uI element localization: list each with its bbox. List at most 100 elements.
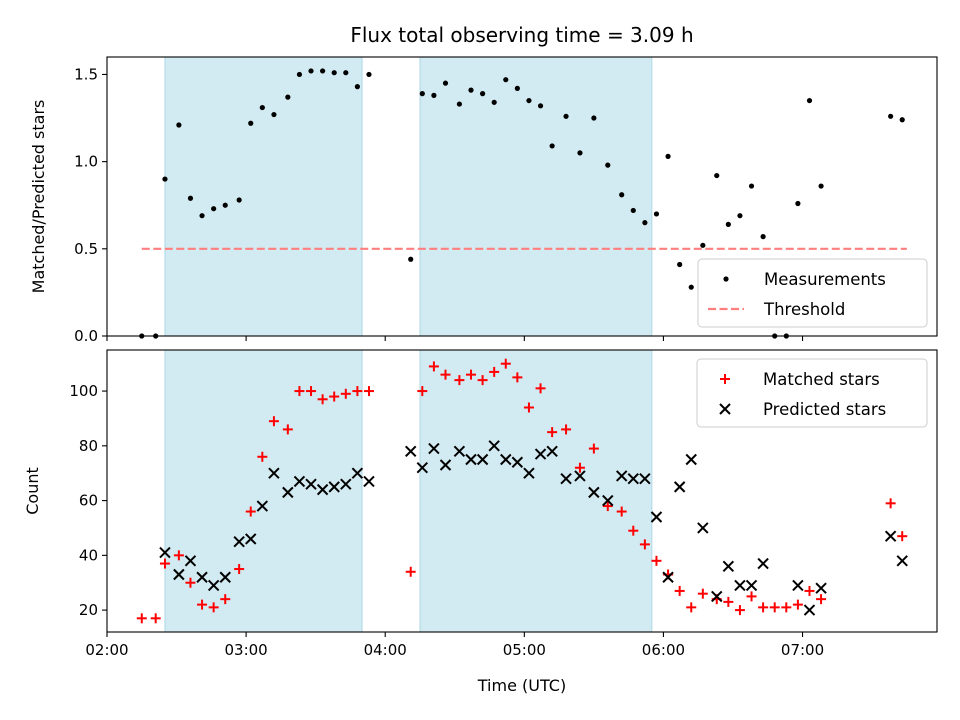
legend-box [697, 258, 928, 328]
data-point [317, 394, 328, 405]
data-point [491, 99, 497, 105]
legend-box [696, 358, 928, 428]
data-point-stroke [534, 448, 547, 460]
data-point [804, 585, 815, 596]
data-point-stroke [305, 478, 317, 490]
data-point [511, 456, 524, 468]
data-point [686, 602, 697, 613]
data-point [748, 183, 755, 189]
data-point [588, 486, 600, 499]
legend-label: Predicted stars [763, 400, 886, 419]
y-tick-label: 100 [69, 382, 98, 400]
data-point [159, 546, 171, 559]
data-point [700, 242, 706, 248]
data-point-stroke [697, 522, 709, 534]
data-point [352, 386, 363, 397]
data-point [293, 475, 306, 488]
legend-entry: Predicted stars [719, 400, 886, 419]
data-point [150, 613, 161, 624]
data-point-stroke [896, 555, 908, 567]
data-point [271, 111, 277, 118]
data-point [723, 596, 734, 607]
data-point [256, 500, 269, 512]
data-point [885, 498, 896, 509]
data-point [417, 386, 428, 397]
data-point [222, 202, 228, 208]
data-point-stroke [219, 571, 231, 583]
shaded-interval-1 [419, 349, 653, 633]
data-point [343, 70, 349, 76]
data-point-stroke [363, 475, 375, 488]
data-point [419, 91, 425, 97]
data-point [574, 470, 586, 482]
x-tick-label: 04:00 [364, 641, 407, 659]
data-point [136, 613, 147, 624]
data-point-stroke [476, 453, 489, 466]
data-point [468, 87, 474, 93]
data-point [476, 453, 489, 466]
data-point-stroke [602, 494, 614, 507]
data-point [479, 91, 486, 97]
x-tick-label: 03:00 [224, 641, 267, 659]
data-point [405, 445, 417, 458]
data-point [602, 494, 614, 507]
data-point [268, 467, 280, 479]
data-point [549, 143, 555, 149]
y-tick-label: 20 [79, 601, 98, 619]
data-point [328, 481, 340, 493]
data-point [674, 585, 685, 596]
data-point [561, 424, 572, 435]
data-point [899, 117, 905, 123]
data-point-stroke [615, 470, 628, 482]
data-point [176, 122, 182, 128]
data-point-stroke [488, 440, 500, 452]
data-point-stroke [511, 456, 524, 468]
data-point [714, 172, 720, 179]
data-point [523, 467, 535, 479]
data-point [305, 478, 317, 490]
data-point [650, 511, 663, 523]
data-point [465, 453, 477, 466]
legend: Matched stars Predicted stars [696, 358, 928, 428]
data-point [465, 369, 476, 380]
data-point [781, 602, 792, 613]
data-point [294, 386, 305, 397]
legend-label: Measurements [764, 270, 886, 289]
data-point [746, 591, 757, 602]
data-point [760, 234, 766, 240]
plot-frame [106, 56, 938, 337]
data-point [816, 594, 827, 605]
data-point-stroke [673, 481, 686, 493]
data-point [184, 555, 197, 567]
panel-matched-predicted-ratio: 0.0 0.5 1.0 1.5 Matched/Predicted stars Measu… [29, 56, 938, 345]
data-point [320, 68, 326, 74]
data-point [500, 358, 511, 369]
data-point [282, 486, 294, 499]
data-point [340, 478, 352, 490]
data-point [159, 558, 170, 569]
legend-entry: Threshold [708, 300, 845, 319]
data-point [535, 383, 546, 394]
data-point [639, 539, 650, 550]
data-point [306, 386, 317, 397]
data-point [408, 256, 414, 262]
data-point-stroke [207, 579, 220, 592]
data-point-stroke [293, 475, 306, 488]
data-point [236, 197, 242, 203]
data-point [162, 176, 168, 182]
data-point-stroke [560, 472, 572, 485]
data-point [453, 445, 466, 458]
data-point [591, 115, 597, 121]
data-point-stroke [173, 568, 185, 581]
data-point [884, 530, 897, 542]
y-tick-label: 1.5 [74, 65, 98, 83]
data-point [757, 557, 769, 570]
legend-label: Threshold [763, 300, 845, 319]
data-point [588, 443, 599, 454]
data-point-stroke [428, 442, 440, 455]
data-point [488, 440, 500, 452]
data-point [173, 568, 185, 581]
y-tick-label: 80 [79, 437, 98, 455]
shaded-interval-0 [164, 349, 363, 633]
data-point-stroke [734, 579, 746, 592]
